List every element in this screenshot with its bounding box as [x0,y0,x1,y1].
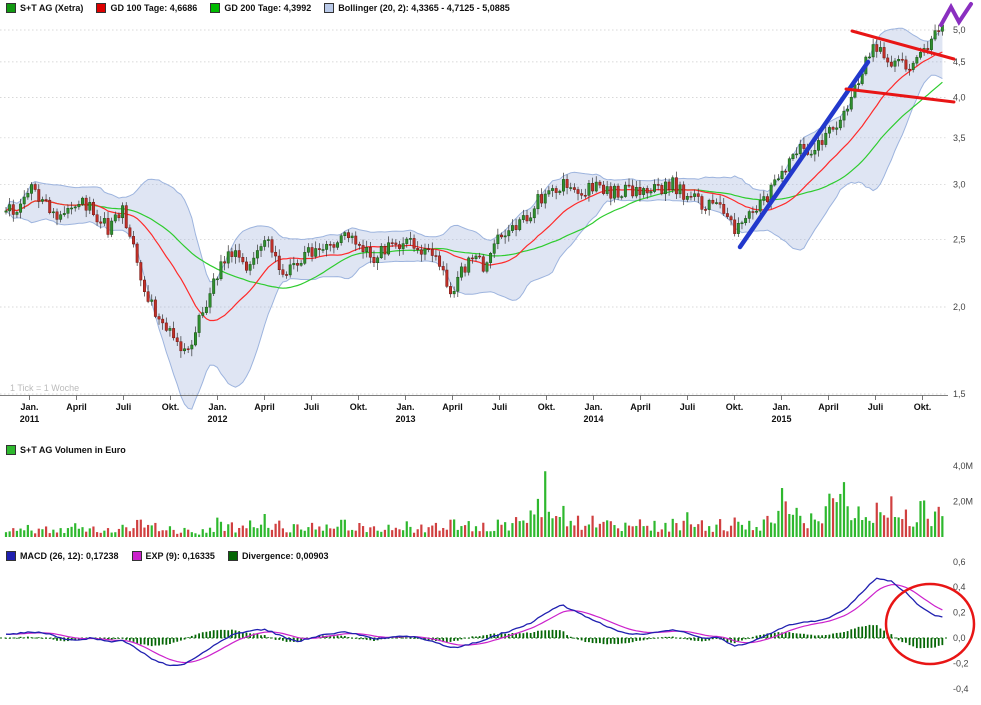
svg-text:2011: 2011 [20,414,40,424]
legend-item-gd200: GD 200 Tage: 4,3992 [210,3,311,13]
svg-text:-0,2: -0,2 [953,658,969,668]
legend-item-exp: EXP (9): 0,16335 [131,551,215,561]
svg-text:2014: 2014 [583,414,603,424]
price-series-label: S+T AG (Xetra) [20,3,84,13]
svg-text:3,5: 3,5 [953,133,966,143]
svg-text:5,0: 5,0 [953,25,966,35]
svg-text:Juli: Juli [116,402,132,412]
gd200-label: GD 200 Tage: 4,3992 [224,3,312,13]
gd100-label: GD 100 Tage: 4,6686 [110,3,198,13]
svg-text:1 Tick = 1 Woche: 1 Tick = 1 Woche [10,383,79,393]
legend-item-volume: S+T AG Volumen in Euro [6,445,126,455]
legend-item-divergence: Divergence: 0,00903 [227,551,329,561]
svg-text:2,5: 2,5 [953,235,966,245]
svg-text:2,0M: 2,0M [953,497,973,507]
exp-label: EXP (9): 0,16335 [145,551,215,561]
svg-text:Juli: Juli [680,402,696,412]
gd100-swatch-icon [96,3,107,13]
svg-text:4,0M: 4,0M [953,461,973,471]
svg-text:April: April [66,402,87,412]
svg-text:April: April [630,402,651,412]
svg-text:0,2: 0,2 [953,608,966,618]
svg-text:4,0: 4,0 [953,92,966,102]
svg-text:Jan.: Jan. [584,402,602,412]
svg-text:Jan.: Jan. [396,402,414,412]
svg-text:Juli: Juli [868,402,884,412]
svg-text:2013: 2013 [395,414,415,424]
svg-text:April: April [254,402,275,412]
volume-label: S+T AG Volumen in Euro [20,445,126,455]
svg-text:-0,4: -0,4 [953,684,969,694]
svg-text:0,0: 0,0 [953,633,966,643]
svg-text:Jan.: Jan. [208,402,226,412]
volume-legend: S+T AG Volumen in Euro [6,445,139,455]
legend-item-gd100: GD 100 Tage: 4,6686 [96,3,197,13]
svg-text:Jan.: Jan. [20,402,38,412]
gd200-swatch-icon [210,3,221,13]
svg-text:4,5: 4,5 [953,57,966,67]
svg-text:2012: 2012 [207,414,227,424]
svg-text:1,5: 1,5 [953,389,966,399]
svg-text:Jan.: Jan. [772,402,790,412]
price-series-swatch-icon [6,3,16,13]
macd-swatch-icon [6,551,16,561]
svg-text:0,4: 0,4 [953,582,966,592]
legend-item-price: S+T AG (Xetra) [6,3,83,13]
legend-item-macd: MACD (26, 12): 0,17238 [6,551,119,561]
divergence-label: Divergence: 0,00903 [241,551,329,561]
svg-text:Juli: Juli [492,402,508,412]
exp-swatch-icon [131,551,142,561]
svg-text:Okt.: Okt. [162,402,180,412]
bollinger-swatch-icon [324,3,335,13]
svg-text:Okt.: Okt. [350,402,368,412]
price-legend: S+T AG (Xetra) GD 100 Tage: 4,6686 GD 20… [6,3,523,13]
svg-text:Juli: Juli [304,402,320,412]
svg-text:April: April [818,402,839,412]
svg-text:3,0: 3,0 [953,179,966,189]
svg-text:Okt.: Okt. [914,402,932,412]
svg-text:Okt.: Okt. [538,402,556,412]
volume-swatch-icon [6,445,16,455]
svg-text:0,6: 0,6 [953,557,966,567]
macd-legend: MACD (26, 12): 0,17238 EXP (9): 0,16335 … [6,551,342,561]
svg-text:2015: 2015 [771,414,791,424]
svg-text:Okt.: Okt. [726,402,744,412]
svg-text:April: April [442,402,463,412]
divergence-swatch-icon [227,551,238,561]
svg-text:2,0: 2,0 [953,302,966,312]
macd-label: MACD (26, 12): 0,17238 [20,551,119,561]
bollinger-label: Bollinger (20, 2): 4,3365 - 4,7125 - 5,0… [338,3,510,13]
legend-item-bollinger: Bollinger (20, 2): 4,3365 - 4,7125 - 5,0… [324,3,510,13]
